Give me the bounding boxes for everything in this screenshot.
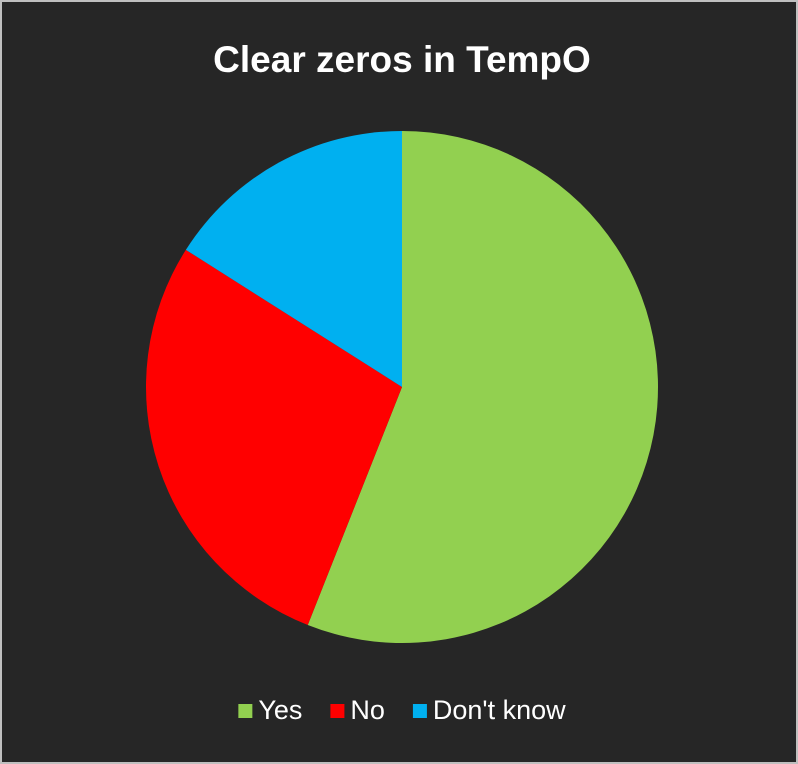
legend-label: No [350, 695, 385, 725]
legend-label: Yes [258, 695, 302, 725]
legend-swatch [238, 704, 253, 718]
legend-swatch [412, 704, 427, 718]
chart-title: Clear zeros in TempO [213, 39, 591, 80]
pie-slice [185, 131, 402, 387]
pie-slice [146, 249, 402, 626]
pie-slice [307, 131, 659, 644]
legend-label: Don't know [433, 695, 566, 725]
legend-swatch [330, 704, 345, 718]
